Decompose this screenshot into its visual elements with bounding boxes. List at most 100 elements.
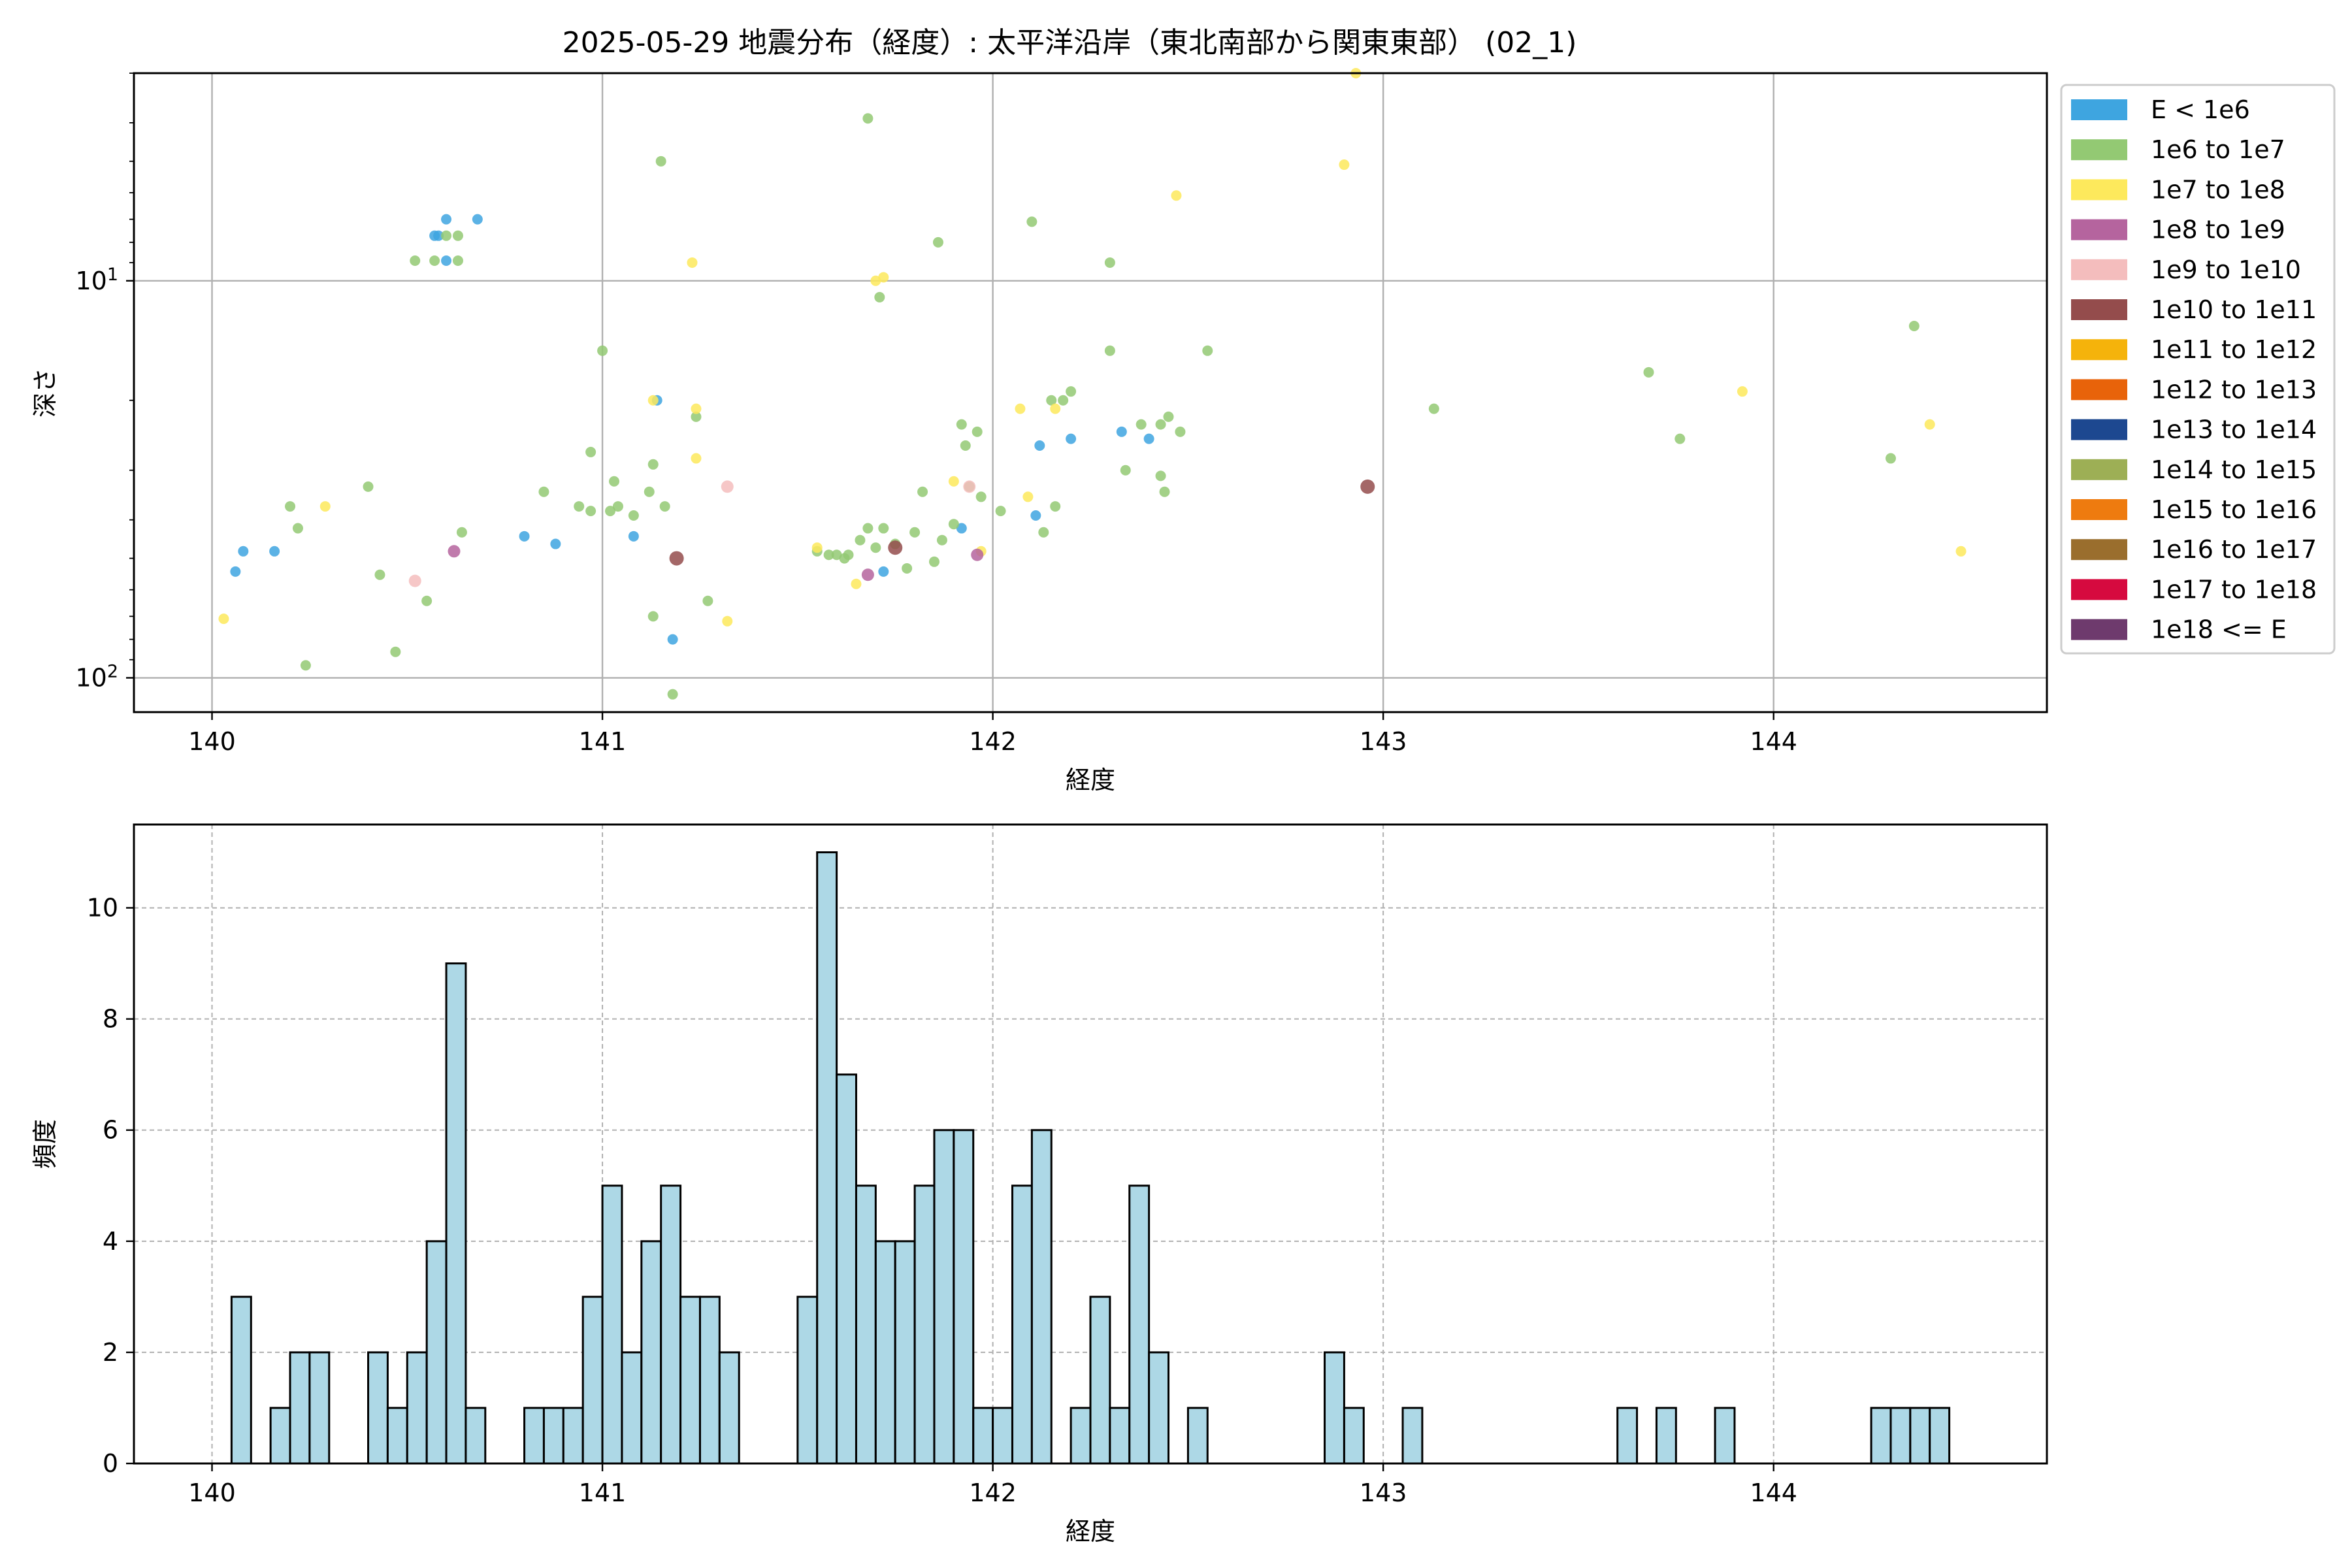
earthquake-point	[1030, 510, 1041, 521]
histogram-bar	[1011, 1184, 1033, 1465]
earthquake-point	[1120, 465, 1131, 476]
earthquake-point	[948, 476, 959, 487]
histogram-bar	[1030, 1129, 1053, 1465]
legend-frame	[2060, 84, 2336, 655]
earthquake-point	[452, 255, 463, 267]
earthquake-point	[1022, 491, 1034, 502]
x-tick-label: 141	[579, 727, 627, 756]
y-tick-label: 101	[75, 265, 118, 295]
legend-swatch	[2071, 139, 2127, 161]
earthquake-point	[831, 549, 842, 561]
histogram-bar	[269, 1407, 291, 1465]
histogram-bar	[953, 1129, 975, 1465]
histogram-bar	[972, 1407, 994, 1465]
earthquake-point	[667, 634, 678, 645]
earthquake-point	[972, 426, 983, 437]
earthquake-point	[691, 411, 702, 422]
earthquake-point	[1026, 216, 1037, 227]
y-tick-label: 102	[75, 662, 118, 693]
earthquake-point	[862, 523, 874, 534]
x-tick-label: 144	[1750, 1478, 1797, 1507]
earthquake-point	[878, 272, 889, 283]
earthquake-point	[605, 506, 616, 517]
legend-label: E < 1e6	[2151, 95, 2250, 124]
earthquake-point	[975, 491, 987, 502]
earthquake-point	[687, 257, 698, 268]
y-tick-label: 0	[103, 1449, 118, 1478]
legend-label: 1e16 to 1e17	[2151, 535, 2317, 564]
earthquake-point	[1202, 345, 1213, 356]
earthquake-point	[878, 566, 889, 577]
histogram-bar	[601, 1184, 623, 1465]
histogram-bar	[1929, 1407, 1951, 1465]
earthquake-point	[238, 546, 249, 557]
earthquake-point	[843, 549, 854, 561]
histogram-bar	[796, 1296, 819, 1465]
earthquake-point	[917, 486, 928, 497]
earthquake-point	[655, 155, 666, 167]
earthquake-point	[608, 476, 619, 487]
legend-swatch	[2071, 179, 2127, 201]
earthquake-point	[1066, 433, 1077, 444]
earthquake-point	[932, 237, 943, 248]
earthquake-point	[269, 546, 280, 557]
earthquake-point	[441, 230, 452, 241]
legend-swatch	[2071, 219, 2127, 240]
legend-label: 1e14 to 1e15	[2151, 455, 2317, 484]
histogram-bar	[230, 1296, 252, 1465]
y-tick-label: 8	[103, 1005, 118, 1034]
legend-swatch	[2071, 259, 2127, 280]
legend-label: 1e9 to 1e10	[2151, 255, 2301, 284]
legend-label: 1e13 to 1e14	[2151, 416, 2317, 444]
legend-label: 1e15 to 1e16	[2151, 495, 2317, 524]
histogram-bar	[1616, 1407, 1639, 1465]
earthquake-point	[300, 660, 311, 671]
earthquake-point	[1643, 367, 1654, 378]
earthquake-point	[408, 574, 421, 587]
earthquake-point	[1015, 403, 1026, 414]
y-tick-label: 2	[103, 1338, 118, 1367]
earthquake-point	[597, 345, 608, 356]
earthquake-point	[1034, 440, 1045, 451]
earthquake-point	[612, 501, 623, 512]
histogram-bar	[1109, 1407, 1131, 1465]
earthquake-point	[870, 275, 881, 286]
histogram-bar	[855, 1184, 877, 1465]
earthquake-point	[909, 527, 921, 538]
earthquake-point	[429, 230, 440, 241]
legend-label: 1e11 to 1e12	[2151, 335, 2317, 364]
histogram-bar	[1401, 1407, 1424, 1465]
earthquake-point	[429, 255, 440, 267]
earthquake-point	[861, 568, 874, 581]
earthquake-point	[374, 569, 385, 580]
histogram-bar	[1655, 1407, 1677, 1465]
scatter-frame	[133, 72, 2048, 713]
earthquake-point	[585, 446, 596, 457]
histogram-bar	[1070, 1407, 1092, 1465]
histogram-bar	[1714, 1407, 1736, 1465]
histogram-bar	[445, 962, 467, 1465]
earthquake-point	[1163, 411, 1174, 422]
histogram-bar	[874, 1240, 896, 1465]
legend-swatch	[2071, 339, 2127, 361]
legend-swatch	[2071, 299, 2127, 320]
histogram-bar	[1909, 1407, 1931, 1465]
scatter-x-ticks: 140 141 142 143 144	[188, 712, 1797, 756]
earthquake-point	[1885, 453, 1896, 464]
earthquake-point	[971, 548, 984, 561]
earthquake-point	[995, 506, 1006, 517]
earthquake-point	[702, 595, 713, 606]
earthquake-point	[1924, 419, 1935, 430]
histogram-bar	[581, 1296, 604, 1465]
histogram-bar	[698, 1296, 721, 1465]
histogram-bar	[308, 1351, 331, 1465]
earthquake-point	[888, 540, 903, 555]
legend-label: 1e8 to 1e9	[2151, 216, 2285, 244]
histogram-x-ticks: 140 141 142 143 144	[188, 1463, 1797, 1507]
legend-swatch	[2071, 99, 2127, 120]
earthquake-point	[956, 523, 967, 534]
chart-title: 2025-05-29 地震分布（経度）: 太平洋沿岸（東北南部から関東東部） (…	[563, 26, 1577, 59]
histogram-bar	[1148, 1351, 1170, 1465]
earthquake-point	[823, 549, 834, 561]
